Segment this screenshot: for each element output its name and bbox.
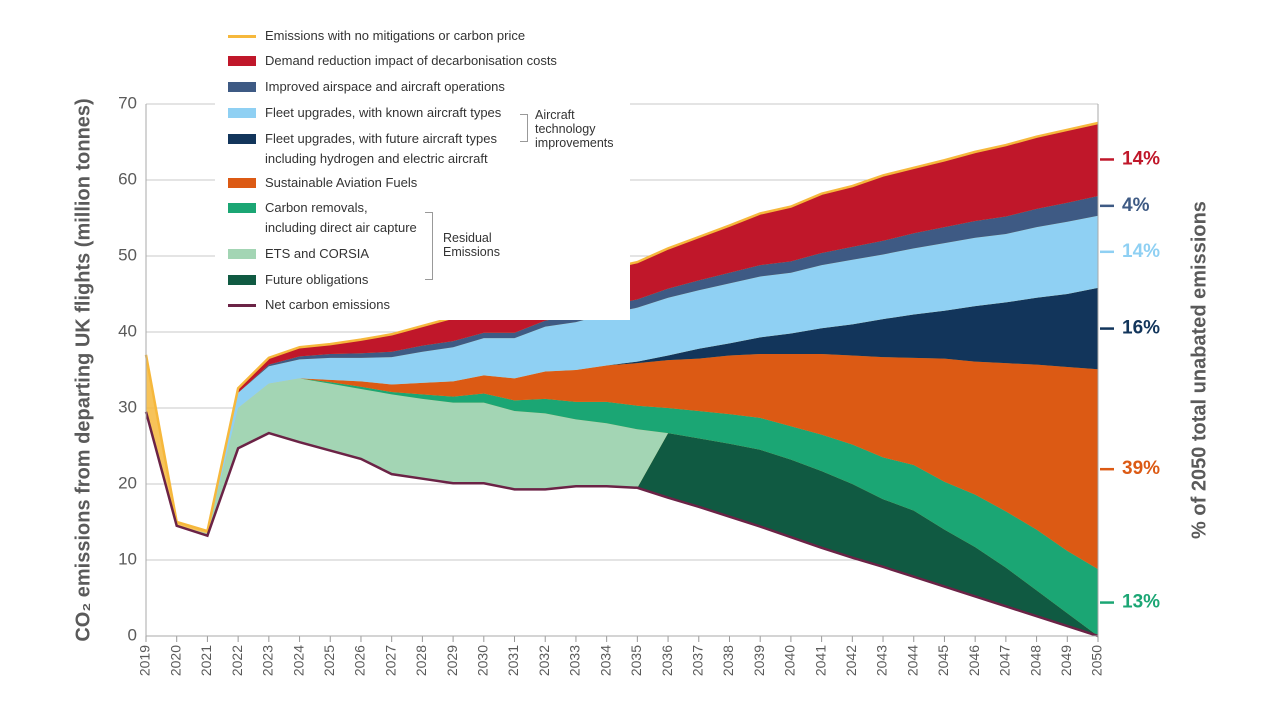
y-tick-label: 10 xyxy=(118,549,137,568)
legend-swatch xyxy=(228,275,256,285)
x-tick-label: 2028 xyxy=(413,645,429,676)
legend-label: Fleet upgrades, with future aircraft typ… xyxy=(265,131,497,166)
x-tick-label: 2019 xyxy=(137,645,153,676)
bracket xyxy=(520,114,528,142)
x-tick-label: 2037 xyxy=(689,645,705,676)
y-tick-label: 0 xyxy=(128,625,137,644)
x-tick-label: 2020 xyxy=(167,645,183,676)
share-label: 39% xyxy=(1122,458,1160,479)
y2-axis-title: % of 2050 total unabated emissions xyxy=(1188,201,1210,539)
area xyxy=(146,287,1098,534)
areas xyxy=(146,123,1098,636)
y-tick-label: 40 xyxy=(118,321,137,340)
group-label: Aircraft technology improvements xyxy=(535,108,614,150)
x-tick-label: 2029 xyxy=(444,645,460,676)
x-tick-label: 2047 xyxy=(997,645,1013,676)
legend-label: Demand reduction impact of decarbonisati… xyxy=(265,53,557,68)
x-tick-label: 2038 xyxy=(720,645,736,676)
x-tick-label: 2033 xyxy=(567,645,583,676)
share-label: 4% xyxy=(1122,195,1150,216)
y-tick-label: 20 xyxy=(118,473,137,492)
y-tick-label: 30 xyxy=(118,397,137,416)
legend-label: ETS and CORSIA xyxy=(265,246,370,261)
x-tick-label: 2046 xyxy=(966,645,982,676)
x-tick-label: 2034 xyxy=(597,645,613,676)
x-tick-label: 2035 xyxy=(628,645,644,676)
share-label: 16% xyxy=(1122,318,1160,339)
legend-label: Net carbon emissions xyxy=(265,297,390,312)
share-label: 14% xyxy=(1122,241,1160,262)
legend-label: Fleet upgrades, with known aircraft type… xyxy=(265,105,502,120)
area xyxy=(146,123,1098,534)
x-tick-label: 2024 xyxy=(290,645,306,676)
y-axis-title: CO₂ emissions from departing UK flights … xyxy=(72,98,94,641)
legend-label: Emissions with no mitigations or carbon … xyxy=(265,28,526,43)
area xyxy=(146,378,1098,636)
x-tick-label: 2049 xyxy=(1058,645,1074,676)
x-tick-label: 2048 xyxy=(1027,645,1043,676)
x-tick-label: 2026 xyxy=(352,645,368,676)
x-tick-label: 2025 xyxy=(321,645,337,676)
bracket xyxy=(425,212,433,280)
area xyxy=(146,354,1098,570)
legend-swatch xyxy=(228,304,256,307)
x-tick-label: 2036 xyxy=(659,645,675,676)
legend-swatch xyxy=(228,56,256,66)
x-tick-label: 2043 xyxy=(874,645,890,676)
x-tick-label: 2050 xyxy=(1089,645,1105,676)
legend-swatch xyxy=(228,108,256,118)
y-tick-label: 50 xyxy=(118,245,137,264)
line xyxy=(144,411,1099,638)
x-tick-label: 2031 xyxy=(505,645,521,676)
y-tick-label: 70 xyxy=(118,93,137,112)
x-tick-label: 2023 xyxy=(260,645,276,676)
x-tick-label: 2039 xyxy=(751,645,767,676)
area xyxy=(146,411,1098,636)
area xyxy=(146,378,1098,636)
share-label: 14% xyxy=(1122,148,1160,169)
legend-label: Future obligations xyxy=(265,272,369,287)
x-tick-label: 2045 xyxy=(935,645,951,676)
area xyxy=(146,215,1098,534)
x-tick-label: 2040 xyxy=(782,645,798,676)
area xyxy=(146,195,1098,534)
x-tick-label: 2027 xyxy=(382,645,398,676)
legend-label: Sustainable Aviation Fuels xyxy=(265,175,418,190)
legend-swatch xyxy=(228,35,256,38)
legend-swatch xyxy=(228,82,256,92)
y-tick-label: 60 xyxy=(118,169,137,188)
x-tick-label: 2044 xyxy=(904,645,920,676)
x-tick-label: 2030 xyxy=(475,645,491,676)
legend-swatch xyxy=(228,249,256,259)
legend-swatch xyxy=(228,178,256,188)
share-label: 13% xyxy=(1122,592,1160,613)
group-label: Residual Emissions xyxy=(443,231,500,259)
x-tick-label: 2021 xyxy=(198,645,214,676)
legend-swatch xyxy=(228,203,256,213)
legend-label: Carbon removals, including direct air ca… xyxy=(265,200,417,235)
x-tick-label: 2041 xyxy=(812,645,828,676)
legend: Aircraft technology improvements Residua… xyxy=(215,20,630,320)
legend-swatch xyxy=(228,134,256,144)
x-tick-label: 2032 xyxy=(536,645,552,676)
x-tick-label: 2022 xyxy=(229,645,245,676)
legend-label: Improved airspace and aircraft operation… xyxy=(265,79,505,94)
x-tick-label: 2042 xyxy=(843,645,859,676)
